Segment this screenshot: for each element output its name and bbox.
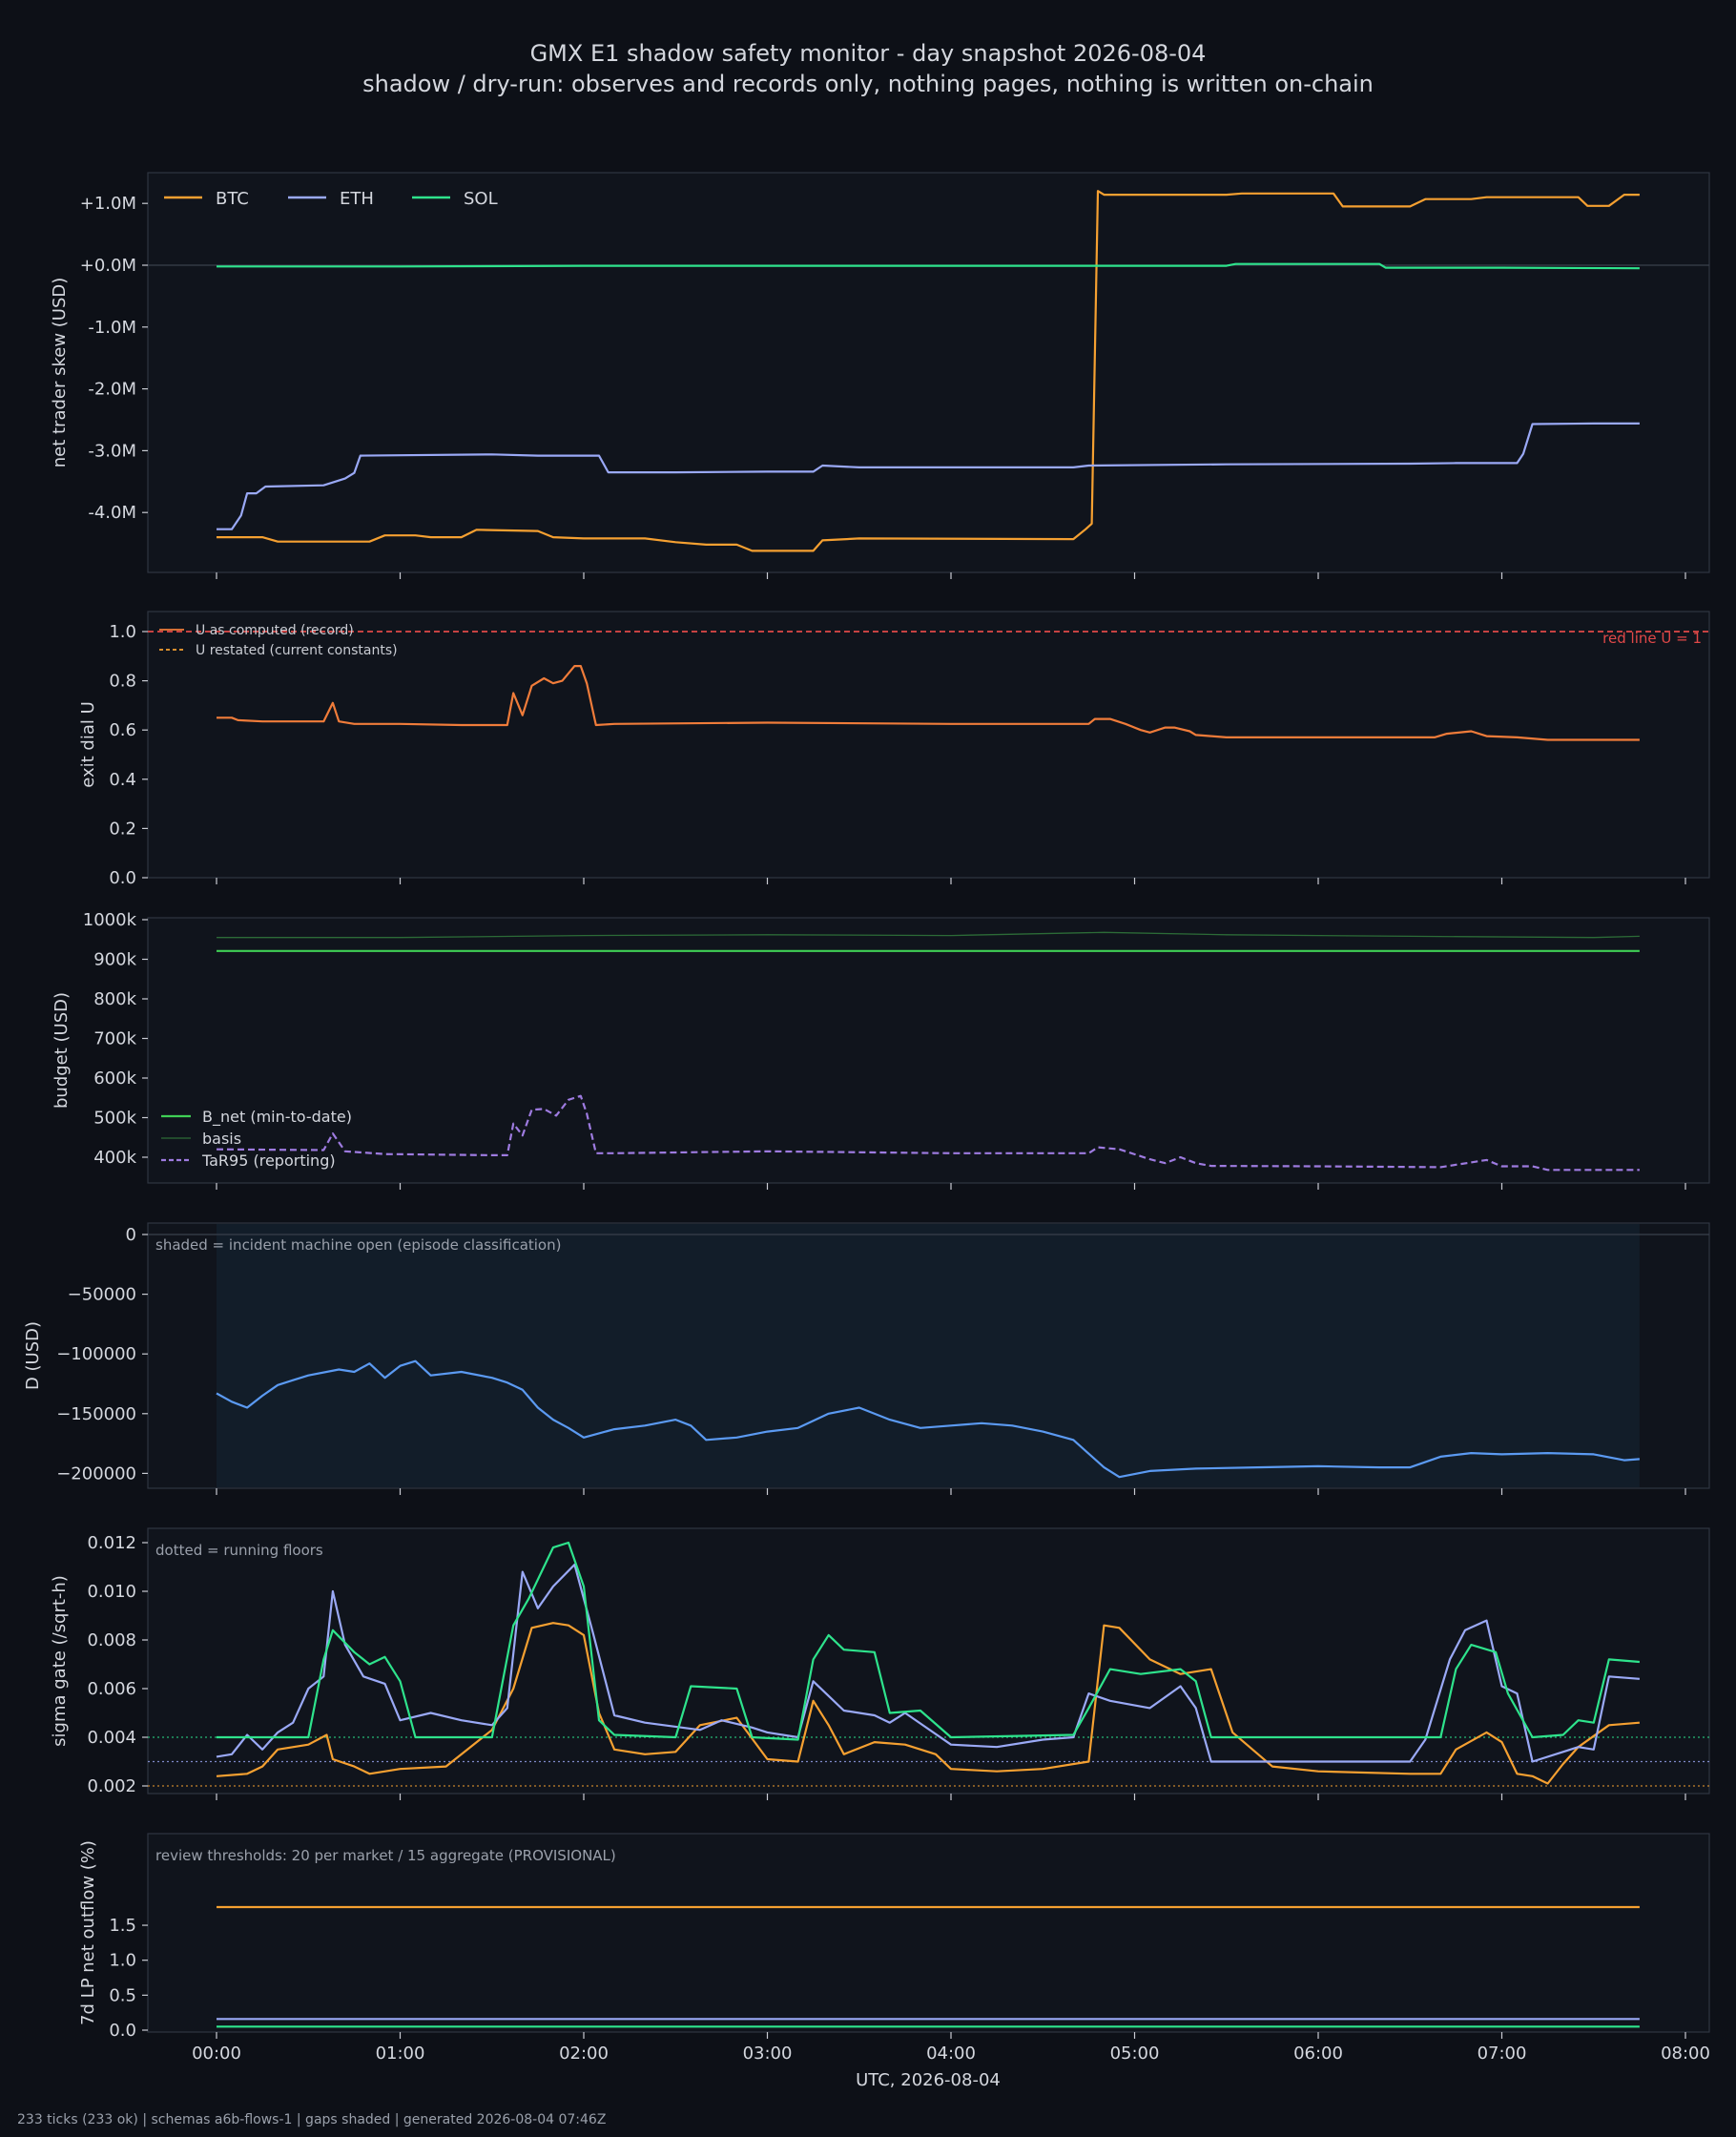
y-tick-label: 400k (93, 1148, 136, 1168)
y-axis-label: 7d LP net outflow (%) (78, 1840, 98, 2025)
x-tick-label: 03:00 (743, 2044, 793, 2064)
y-tick-label: 600k (93, 1068, 136, 1089)
legend-label: U as computed (record) (196, 623, 354, 638)
panel-frame (147, 1833, 1710, 2033)
chart-subtitle: shadow / dry-run: observes and records o… (362, 71, 1374, 97)
y-tick-label: 900k (93, 950, 136, 970)
panel-annotation: review thresholds: 20 per market / 15 ag… (155, 1847, 616, 1864)
y-tick-label: 0.008 (87, 1630, 136, 1650)
legend-label: ETH (340, 189, 374, 209)
x-tick-label: 04:00 (926, 2044, 976, 2064)
y-tick-label: 0.006 (87, 1679, 136, 1699)
series-line-btc (217, 190, 1640, 552)
y-tick-label: −150000 (56, 1404, 136, 1424)
panel-annotation: shaded = incident machine open (episode … (155, 1236, 561, 1254)
series-line-sol (217, 1541, 1640, 1741)
y-tick-label: 0.4 (109, 770, 136, 790)
y-tick-label: 1.5 (109, 1916, 136, 1936)
y-tick-label: +0.0M (80, 256, 136, 276)
y-axis-label: budget (USD) (52, 992, 72, 1109)
y-tick-label: 1.0 (109, 622, 136, 642)
y-axis-label: net trader skew (USD) (50, 278, 70, 468)
y-tick-label: -1.0M (88, 318, 136, 338)
y-tick-label: 0.8 (109, 672, 136, 692)
y-tick-label: 0.0 (109, 2021, 136, 2041)
legend-label: SOL (464, 189, 498, 209)
footer-status: 233 ticks (233 ok) | schemas a6b-flows-1… (17, 2112, 607, 2127)
panel-frame (147, 917, 1710, 1184)
panel-sigma: 0.012 0.010 0.008 0.006 0.004 0.002 sigma gate… (50, 1527, 1710, 1800)
y-tick-label: 1.0 (109, 1951, 136, 1971)
y-tick-label: -4.0M (88, 503, 136, 523)
panel-budget: 1000k 900k 800k 700k 600k 500k 400k budget (USD… (52, 910, 1710, 1190)
redline-annotation: red line U = 1 (1602, 630, 1702, 647)
series-line-eth (216, 1563, 1640, 1763)
y-tick-label: −100000 (56, 1344, 136, 1364)
y-tick-label: 0.004 (87, 1728, 136, 1748)
series-line-d (216, 1359, 1640, 1479)
y-tick-label: -2.0M (88, 380, 136, 400)
legend-label: basis (202, 1130, 241, 1148)
y-tick-label: 0.5 (109, 1985, 136, 2005)
y-tick-label: +1.0M (80, 194, 136, 214)
x-tick-label: 06:00 (1293, 2044, 1343, 2064)
x-axis-label: UTC, 2026-08-04 (856, 2070, 1001, 2090)
y-tick-label: -3.0M (88, 441, 136, 461)
y-axis-label: D (USD) (23, 1321, 43, 1390)
panel-frame (147, 1527, 1710, 1795)
y-tick-label: −200000 (56, 1463, 136, 1483)
y-tick-label: 0.6 (109, 720, 136, 740)
y-tick-label: 0.002 (87, 1776, 136, 1796)
legend-label: BTC (216, 189, 249, 209)
panel-drawdown: 0 −50000 −100000 −150000 −200000 D (USD) shade… (23, 1222, 1710, 1495)
legend-label: U restated (current constants) (196, 643, 398, 658)
x-tick-label: 00:00 (192, 2044, 241, 2064)
panel-frame (147, 611, 1710, 879)
y-axis-label: exit dial U (78, 701, 98, 788)
y-tick-label: 0.010 (87, 1582, 136, 1602)
series-line-tar95-reporting- (216, 1094, 1640, 1172)
y-tick-label: 0 (126, 1225, 136, 1245)
panel-skew: +1.0M +0.0M -1.0M -2.0M -3.0M -4.0M net trader… (50, 172, 1710, 579)
y-tick-label: 800k (93, 989, 136, 1009)
y-axis-label: sigma gate (/sqrt-h) (50, 1575, 70, 1747)
legend-label: B_net (min-to-date) (202, 1108, 352, 1127)
legend-label: TaR95 (reporting) (201, 1151, 336, 1170)
x-tick-label: 01:00 (376, 2044, 425, 2064)
y-tick-label: 0.2 (109, 819, 136, 839)
chart-title: GMX E1 shadow safety monitor - day snaps… (529, 40, 1207, 67)
panel-annotation: dotted = running floors (155, 1542, 323, 1559)
y-tick-label: 500k (93, 1109, 136, 1129)
y-tick-label: 0.012 (87, 1533, 136, 1553)
incident-shaded-region (217, 1224, 1640, 1487)
y-tick-label: 1000k (83, 910, 137, 930)
x-tick-label: 08:00 (1661, 2044, 1710, 2064)
panel-exit_dial: 1.0 0.8 0.6 0.4 0.2 0.0 exit dial U red line U … (78, 611, 1710, 888)
series-line-sol (217, 262, 1640, 270)
x-tick-label: 05:00 (1110, 2044, 1160, 2064)
panel-frame (147, 172, 1710, 573)
series-line-u-as-computed-record- (217, 665, 1640, 741)
x-tick-label: 07:00 (1478, 2044, 1527, 2064)
x-tick-label: 02:00 (559, 2044, 609, 2064)
series-line-eth (217, 422, 1640, 530)
y-tick-label: −50000 (68, 1285, 136, 1305)
panel-lp_outflow: 1.5 1.0 0.5 0.0 7d LP net outflow (%) review … (78, 1833, 1710, 2041)
series-line-basis (217, 931, 1640, 939)
y-tick-label: 0.0 (109, 868, 136, 888)
series-line-btc (216, 1622, 1640, 1785)
y-tick-label: 700k (93, 1029, 136, 1049)
